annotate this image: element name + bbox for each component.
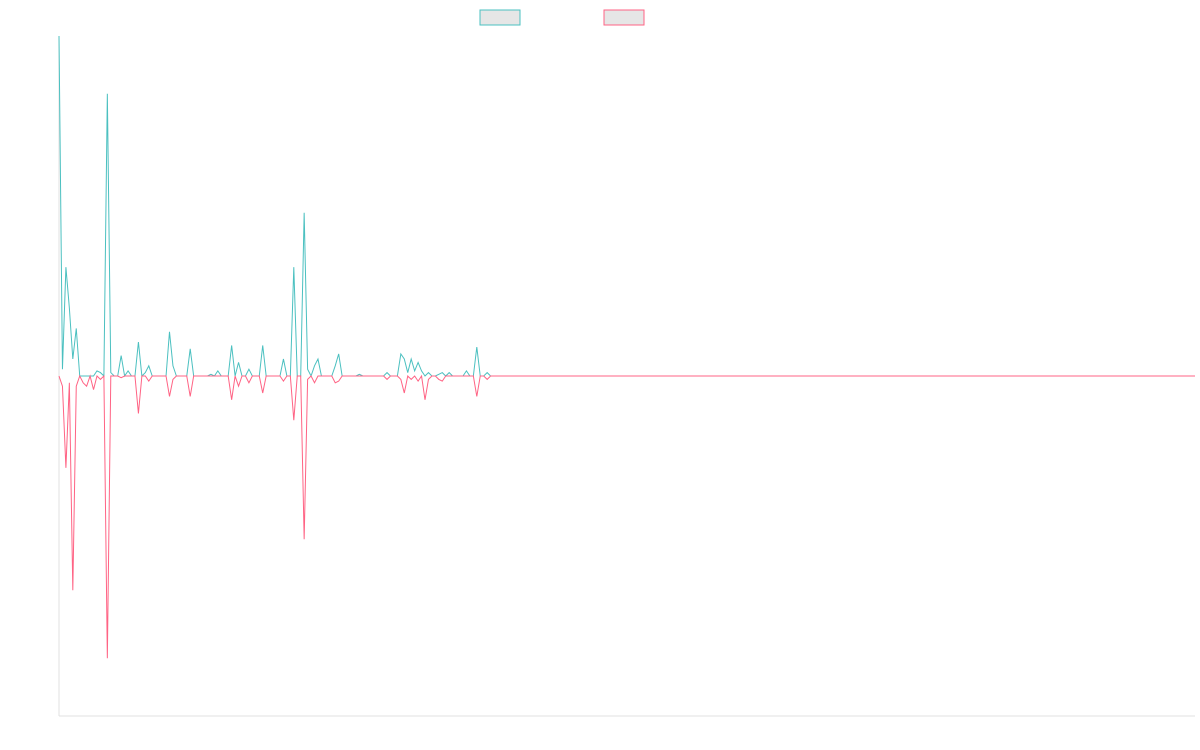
legend-swatch-2[interactable] bbox=[603, 9, 645, 26]
legend[interactable] bbox=[479, 9, 645, 26]
series-line-1 bbox=[58, 35, 1195, 378]
plot-area bbox=[58, 35, 1195, 659]
series-line-2 bbox=[58, 374, 1195, 659]
legend-swatch-1[interactable] bbox=[479, 9, 521, 26]
